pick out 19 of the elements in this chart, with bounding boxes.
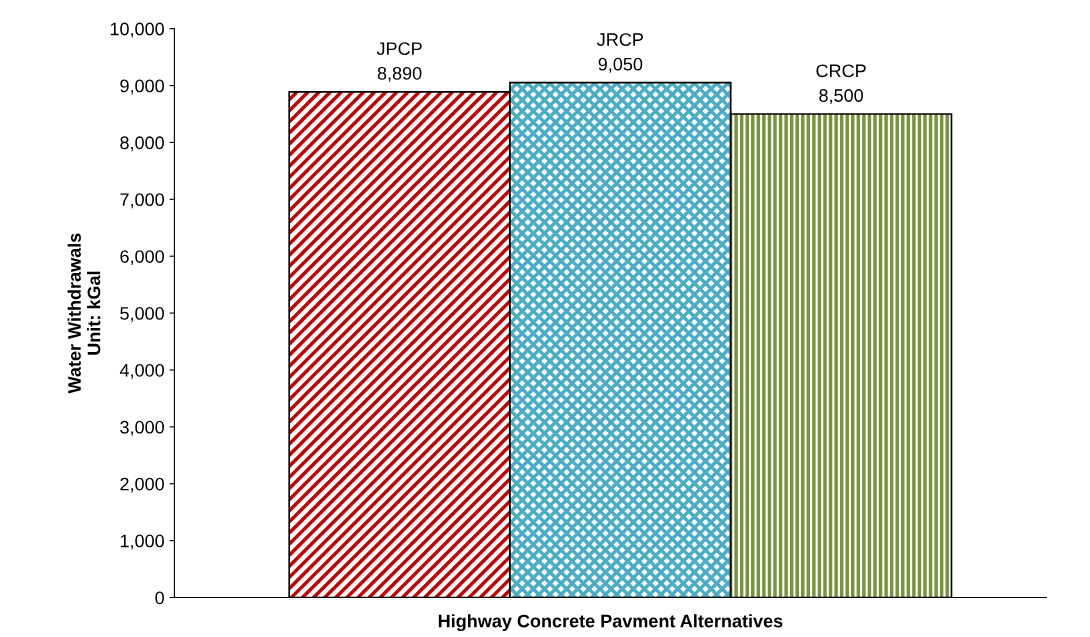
y-tick-label: 8,000 — [120, 136, 164, 152]
y-tick-label: 10,000 — [110, 22, 164, 38]
data-label: 9,050 — [598, 57, 643, 73]
x-axis-title: Highway Concrete Pavment Alternatives — [438, 614, 783, 632]
y-tick-label: 3,000 — [120, 420, 164, 436]
data-label: 8,890 — [377, 66, 422, 82]
x-tick-label: JRCP — [597, 33, 643, 46]
y-tick-label: 1,000 — [120, 534, 164, 550]
y-tick-label: 9,000 — [120, 79, 164, 95]
y-axis-title: Water Withdrawals Unit: kGal — [67, 233, 101, 394]
y-tick-label: 0 — [155, 591, 164, 605]
y-tick-label: 6,000 — [120, 250, 164, 266]
y-tick-label: 4,000 — [119, 363, 164, 379]
x-tick-label: JPCP — [376, 42, 422, 56]
y-tick-label: 2,000 — [120, 477, 164, 493]
y-tick-label: 7,000 — [120, 193, 164, 209]
data-label: 8,500 — [819, 89, 863, 105]
y-tick-label: 5,000 — [120, 307, 164, 322]
x-tick-label: CRCP — [816, 64, 866, 78]
